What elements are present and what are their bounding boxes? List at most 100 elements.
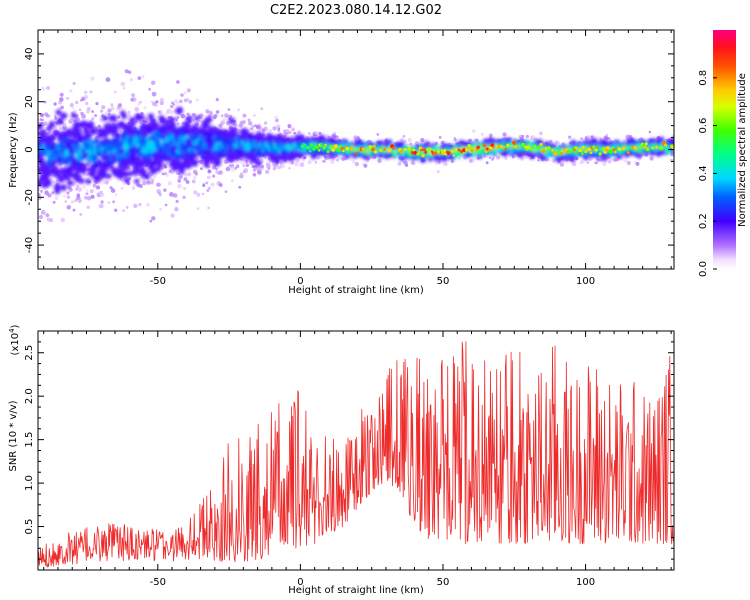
spectrogram-speckle	[196, 98, 199, 102]
spectrogram-peak	[340, 146, 344, 151]
spectrogram-peak	[379, 148, 383, 152]
spectrogram-cell	[85, 178, 91, 185]
spectrogram-speckle	[78, 108, 82, 112]
y-tick-label: 2.0	[24, 388, 35, 404]
spectrogram-peak	[465, 148, 469, 152]
spectrogram-peak	[608, 149, 613, 154]
spectrogram-speckle	[95, 102, 99, 106]
spectrogram-peak	[512, 140, 517, 145]
spectrogram-speckle	[273, 163, 279, 168]
spectrogram-peak	[354, 152, 358, 156]
spectrogram-cell	[162, 118, 169, 125]
x-tick-label: 100	[576, 276, 595, 287]
spectrogram-speckle	[46, 114, 50, 118]
spectrogram-speckle	[60, 217, 65, 223]
spectrogram-cell	[73, 121, 80, 128]
spectrogram-speckle	[230, 163, 235, 169]
spectrogram-cell	[60, 184, 67, 191]
spectrogram-peak	[521, 142, 525, 147]
spectrogram-speckle	[110, 188, 116, 193]
spectrogram-cell	[73, 139, 80, 147]
spectrogram-speckle	[70, 200, 74, 204]
spectrogram-speckle	[231, 179, 234, 182]
spectrogram-peak	[470, 149, 474, 153]
spectrogram-speckle	[186, 88, 191, 93]
spectrogram-speckle	[626, 160, 632, 166]
spectrogram-speckle	[151, 91, 157, 97]
spectrogram-speckle	[225, 166, 231, 172]
spectrogram-speckle	[538, 131, 543, 136]
spectrogram-peak	[388, 149, 392, 153]
spectrogram-speckle	[38, 214, 44, 220]
spectrogram-speckle	[85, 189, 89, 193]
spectrogram-speckle	[155, 104, 159, 107]
spectrogram-cell	[637, 151, 643, 158]
spectrogram-speckle	[75, 117, 80, 122]
spectrogram-cell	[114, 132, 121, 139]
spectrogram-speckle	[256, 166, 261, 171]
spectrogram-speckle	[288, 167, 291, 170]
spectrogram-cell	[87, 138, 94, 146]
spectrogram-peak	[450, 149, 455, 153]
spectrogram-cell	[255, 160, 262, 167]
spectrogram-speckle	[164, 203, 168, 207]
spectrogram-speckle	[72, 82, 76, 85]
spectrogram-speckle	[84, 195, 88, 200]
spectrogram-peak	[308, 149, 312, 153]
spectrogram-speckle	[263, 156, 267, 160]
spectrogram-peak	[324, 143, 327, 147]
spectrogram-speckle	[59, 92, 64, 97]
spectrogram-peak	[513, 145, 518, 149]
spectrogram-peak	[371, 147, 375, 152]
spectrogram-speckle	[86, 196, 92, 201]
spectrogram-speckle	[86, 205, 90, 209]
spectrogram-speckle	[94, 114, 98, 118]
spectrogram-cell	[71, 112, 77, 119]
spectrogram-speckle	[568, 135, 572, 139]
spectrogram-peak	[330, 145, 334, 149]
spectrogram-speckle	[220, 114, 224, 118]
spectrogram-peak	[484, 150, 488, 154]
spectrogram-speckle	[257, 169, 262, 175]
spectrogram-speckle	[51, 191, 55, 195]
spectrogram-speckle	[220, 120, 225, 125]
spectrogram-speckle	[176, 121, 180, 126]
spectrogram-speckle	[59, 97, 64, 102]
spectrogram-speckle	[164, 165, 168, 169]
spectrogram-peak	[488, 148, 492, 152]
spectrogram-speckle	[50, 174, 53, 177]
spectrogram-cell	[387, 139, 393, 144]
spectrogram-speckle	[175, 118, 179, 122]
spectrogram-speckle	[149, 219, 153, 223]
spectrogram-speckle	[41, 86, 46, 91]
spectrogram-cell	[48, 121, 56, 128]
spectrogram-speckle	[201, 192, 205, 196]
spectrogram-speckle	[92, 183, 97, 188]
spectrogram-speckle	[402, 134, 406, 138]
spectrogram-speckle	[586, 134, 591, 139]
spectrogram-speckle	[193, 175, 197, 180]
spectrogram-speckle	[480, 132, 484, 136]
spectrogram-peak	[427, 147, 431, 151]
spectrogram-speckle	[151, 80, 156, 86]
spectrogram-speckle	[444, 162, 448, 167]
spectrogram-peak	[312, 147, 316, 151]
spectrogram-speckle	[49, 218, 54, 223]
spectrogram-speckle	[205, 109, 210, 114]
spectrogram-speckle	[151, 179, 155, 183]
spectrogram-cell	[138, 161, 146, 169]
spectrogram-speckle	[484, 154, 489, 159]
spectrogram-peak	[570, 149, 574, 152]
spectrogram-speckle	[628, 134, 632, 139]
spectrogram-speckle	[648, 130, 652, 134]
spectrogram-peak	[584, 149, 588, 154]
spectrogram-peak	[342, 149, 345, 153]
spectrogram-speckle	[205, 181, 209, 185]
spectrogram-speckle	[400, 138, 404, 142]
spectrogram-cell	[428, 156, 434, 162]
spectrogram-peak	[483, 144, 487, 148]
spectrogram-speckle	[624, 159, 628, 163]
spectrogram-peak	[626, 151, 630, 155]
spectrogram-speckle	[167, 181, 172, 186]
spectrogram-speckle	[252, 173, 257, 177]
